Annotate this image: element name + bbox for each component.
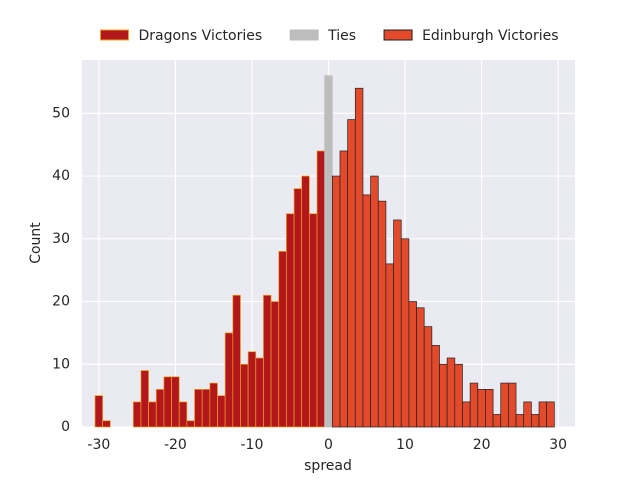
y-axis-label: Count [28, 222, 44, 264]
bar [538, 401, 548, 428]
bar [163, 376, 172, 428]
bar [385, 263, 394, 428]
bar [377, 200, 387, 428]
bar [354, 87, 364, 428]
x-tick-label: -30 [87, 437, 110, 453]
bar [362, 194, 371, 428]
bar [102, 420, 111, 428]
bar [546, 401, 555, 428]
bar [293, 188, 303, 428]
bar [400, 238, 410, 428]
bar [247, 351, 257, 428]
bar [446, 357, 456, 428]
bar [232, 294, 241, 428]
bar [462, 401, 471, 428]
x-tick-label: 20 [473, 437, 491, 453]
y-tick-label: 10 [52, 356, 70, 372]
legend-label: Dragons Victories [138, 28, 262, 44]
bar [94, 395, 104, 428]
bar [309, 213, 318, 428]
legend-swatch [99, 29, 129, 41]
bar [132, 401, 142, 428]
bar [255, 357, 264, 428]
bar [431, 345, 440, 428]
bar [301, 175, 310, 428]
y-tick-label: 40 [52, 168, 70, 184]
bar [515, 414, 525, 428]
bar [393, 219, 402, 428]
bar [439, 363, 448, 428]
bar [370, 175, 379, 428]
bar [408, 301, 417, 428]
legend-swatch [289, 29, 319, 41]
bar [531, 414, 540, 428]
bar [416, 307, 425, 428]
bar [454, 363, 463, 428]
y-tick-label: 50 [52, 105, 70, 121]
bar [477, 389, 486, 428]
bar [423, 326, 433, 428]
bar [523, 401, 532, 428]
bar [186, 420, 195, 428]
bar [224, 332, 234, 428]
bar [500, 382, 509, 428]
bar [240, 363, 249, 428]
bar [270, 301, 280, 428]
bar [324, 75, 333, 428]
x-tick-label: 30 [549, 437, 567, 453]
bar [331, 175, 341, 428]
bar [278, 250, 287, 428]
bar [508, 382, 517, 428]
bar [140, 370, 149, 428]
y-tick-label: 20 [52, 294, 70, 310]
bar [194, 389, 203, 428]
x-axis-label: spread [304, 458, 352, 474]
bar [485, 389, 494, 428]
legend-label: Edinburgh Victories [422, 28, 558, 44]
bar [171, 376, 180, 428]
x-tick-label: -10 [241, 437, 264, 453]
bar [316, 150, 326, 428]
bar [155, 389, 165, 428]
bar [286, 213, 295, 428]
y-tick-label: 30 [52, 231, 70, 247]
bar [148, 401, 157, 428]
bar [209, 382, 218, 428]
bar [339, 150, 348, 428]
x-tick-label: 0 [324, 437, 333, 453]
y-tick-label: 0 [61, 419, 70, 435]
bar [492, 414, 502, 428]
bar [217, 395, 226, 428]
bar [178, 401, 188, 428]
x-tick-label: -20 [164, 437, 187, 453]
legend: Dragons Victories Ties Edinburgh Victories [99, 28, 559, 44]
bar [469, 382, 479, 428]
legend-label: Ties [327, 28, 356, 44]
bar [347, 119, 356, 428]
legend-swatch [383, 29, 413, 41]
bar [201, 389, 211, 428]
bar [263, 294, 272, 428]
x-tick-label: 10 [396, 437, 414, 453]
